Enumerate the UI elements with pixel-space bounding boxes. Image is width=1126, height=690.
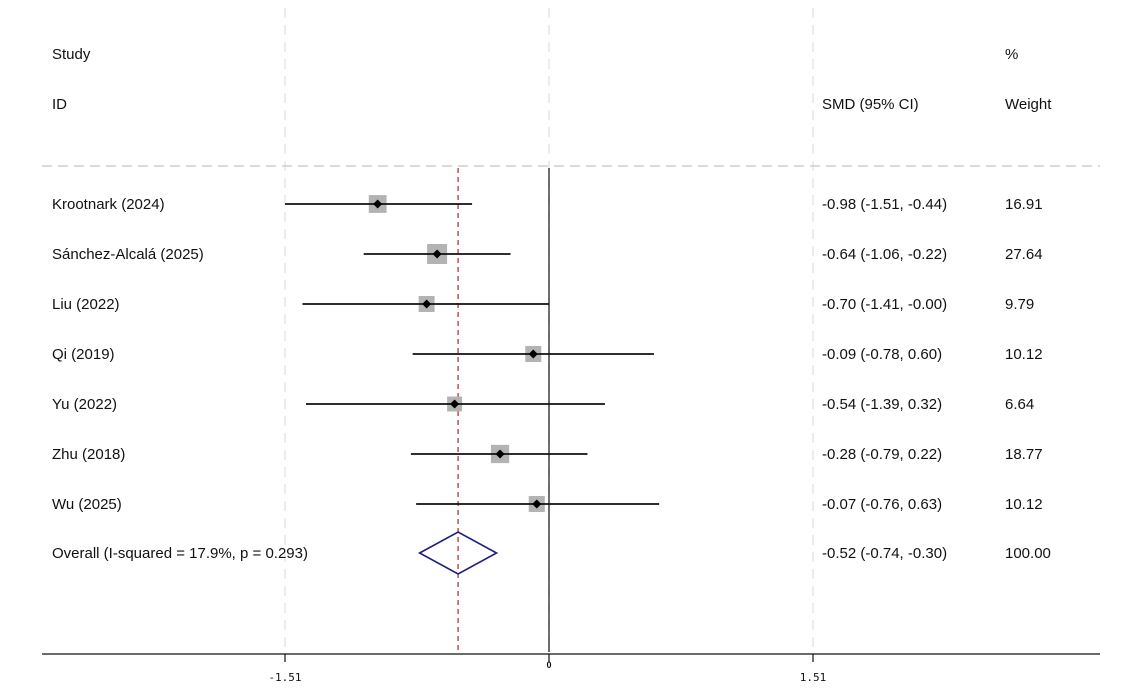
point-estimate-marker: [373, 199, 383, 209]
ci-text: -0.07 (-0.76, 0.63): [822, 496, 942, 513]
ci-text: -0.70 (-1.41, -0.00): [822, 296, 947, 313]
overall-diamond: [417, 531, 499, 575]
study-label: Krootnark (2024): [52, 196, 165, 213]
overall-label: Overall (I-squared = 17.9%, p = 0.293): [52, 545, 308, 562]
study-row: Sánchez-Alcalá (2025) -0.64 (-1.06, -0.22…: [52, 244, 1043, 264]
ci-text: -0.98 (-1.51, -0.44): [822, 196, 947, 213]
study-rows: Krootnark (2024) -0.98 (-1.51, -0.44) 16.9…: [52, 195, 1043, 513]
study-label: Liu (2022): [52, 296, 120, 313]
weight-text: 18.77: [1005, 446, 1043, 463]
x-tick-label: -1.51: [268, 671, 301, 684]
point-estimate-marker: [495, 449, 505, 459]
study-row: Krootnark (2024) -0.98 (-1.51, -0.44) 16.9…: [52, 195, 1043, 213]
ci-text: -0.28 (-0.79, 0.22): [822, 446, 942, 463]
study-label: Yu (2022): [52, 396, 117, 413]
study-label: Qi (2019): [52, 346, 115, 363]
effect-header: SMD (95% CI): [822, 96, 919, 113]
id-header: ID: [52, 96, 67, 113]
study-row: Zhu (2018) -0.28 (-0.79, 0.22) 18.77: [52, 444, 1043, 464]
study-row: Liu (2022) -0.70 (-1.41, -0.00) 9.79: [52, 296, 1034, 313]
weight-text: 9.79: [1005, 296, 1034, 313]
weight-header: Weight: [1005, 96, 1052, 113]
x-axis-ticks: -1.51 0 1.51: [268, 654, 826, 684]
overall-weight-text: 100.00: [1005, 545, 1051, 562]
point-estimate-marker: [422, 299, 432, 309]
weight-text: 27.64: [1005, 246, 1043, 263]
ci-text: -0.54 (-1.39, 0.32): [822, 396, 942, 413]
weight-text: 16.91: [1005, 196, 1043, 213]
x-tick-label: 1.51: [800, 671, 827, 684]
weight-text: 10.12: [1005, 496, 1043, 513]
ci-text: -0.09 (-0.78, 0.60): [822, 346, 942, 363]
weight-text: 10.12: [1005, 346, 1043, 363]
point-estimate-marker: [528, 349, 538, 359]
ci-text: -0.64 (-1.06, -0.22): [822, 246, 947, 263]
study-row: Wu (2025) -0.07 (-0.76, 0.63) 10.12: [52, 495, 1043, 513]
study-header: Study: [52, 46, 91, 63]
study-row: Yu (2022) -0.54 (-1.39, 0.32) 6.64: [52, 396, 1034, 413]
study-label: Zhu (2018): [52, 446, 125, 463]
study-label: Sánchez-Alcalá (2025): [52, 246, 204, 263]
weight-text: 6.64: [1005, 396, 1034, 413]
weight-percent-header: %: [1005, 46, 1018, 63]
study-label: Wu (2025): [52, 496, 122, 513]
x-tick-label: 0: [546, 660, 551, 670]
study-row: Qi (2019) -0.09 (-0.78, 0.60) 10.12: [52, 345, 1043, 363]
overall-ci-text: -0.52 (-0.74, -0.30): [822, 545, 947, 562]
point-estimate-marker: [432, 249, 442, 259]
point-estimate-marker: [450, 399, 460, 409]
point-estimate-marker: [532, 499, 542, 509]
